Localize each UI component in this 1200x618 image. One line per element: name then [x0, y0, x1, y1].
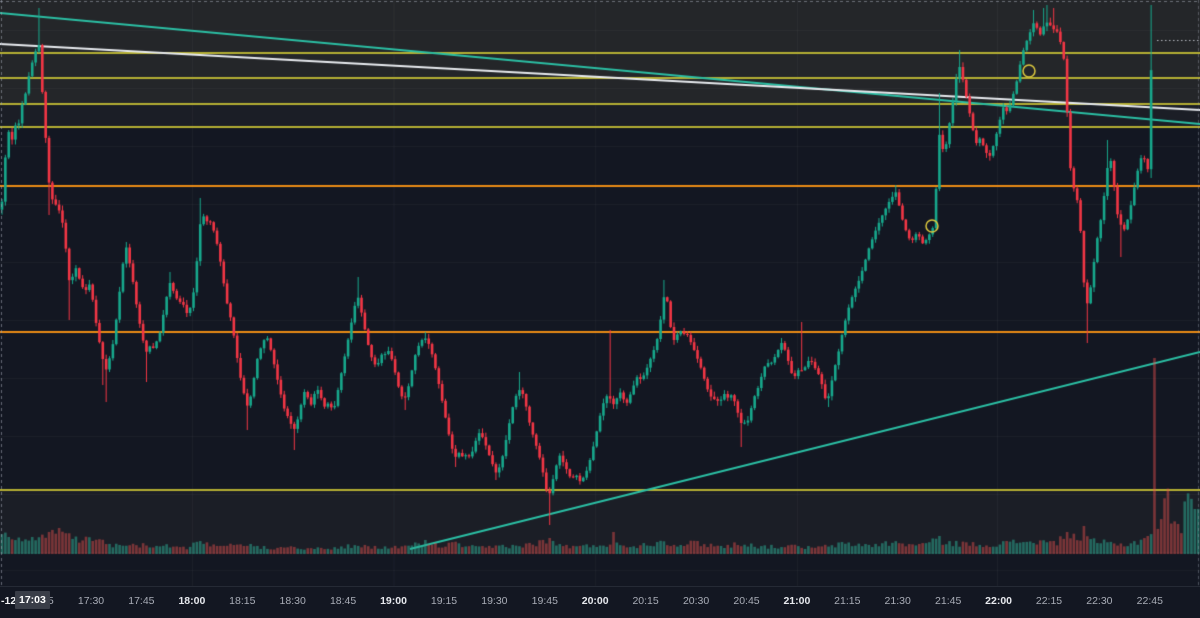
- time-label: 22:00: [985, 595, 1013, 607]
- crosshair-time-label: 17:03: [15, 591, 50, 609]
- time-label: 21:15: [834, 595, 861, 607]
- time-label: 19:30: [481, 595, 508, 607]
- time-label: 21:45: [935, 595, 962, 607]
- time-label: 21:30: [884, 595, 911, 607]
- date-label: -12: [1, 595, 17, 607]
- time-label: 18:30: [279, 595, 306, 607]
- time-label: 22:45: [1136, 595, 1163, 607]
- time-label: 19:00: [380, 595, 407, 607]
- time-label: 21:00: [783, 595, 811, 607]
- time-label: 20:45: [733, 595, 760, 607]
- time-label: 17:30: [77, 595, 105, 607]
- time-label: 19:15: [430, 595, 458, 607]
- time-axis[interactable]: -12 17:03 17:1517:3017:4518:0018:1518:30…: [0, 586, 1200, 618]
- time-label: 19:45: [531, 595, 558, 607]
- time-label: 20:30: [682, 595, 710, 607]
- time-label: 22:30: [1086, 595, 1113, 607]
- time-label: 18:45: [329, 595, 357, 607]
- time-label: 18:15: [229, 595, 256, 607]
- time-label: 22:15: [1035, 595, 1063, 607]
- time-label: 20:15: [632, 595, 659, 607]
- time-label: 20:00: [581, 595, 609, 607]
- time-label: 17:45: [128, 595, 155, 607]
- time-label: 18:00: [178, 595, 206, 607]
